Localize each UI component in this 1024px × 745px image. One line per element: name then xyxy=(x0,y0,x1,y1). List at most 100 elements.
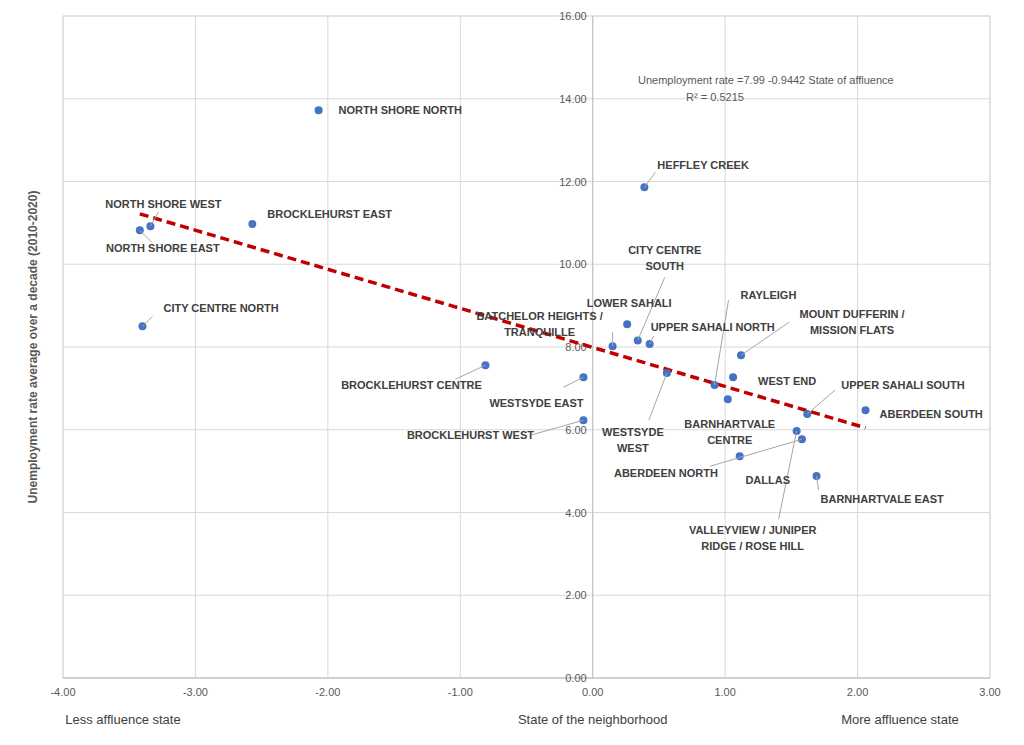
leader-line xyxy=(563,377,583,387)
point-label-line: BROCKLEHURST WEST xyxy=(407,429,534,441)
y-tick-label: 14.00 xyxy=(559,93,587,105)
x-tick-label: -4.00 xyxy=(50,686,75,698)
point xyxy=(248,220,256,228)
point-label: ABERDEEN SOUTH xyxy=(880,408,983,420)
y-grid-line xyxy=(63,512,990,513)
x-tick-label: 2.00 xyxy=(847,686,868,698)
point-label-line: TRANQUILLE xyxy=(504,326,575,338)
point-label-line: VALLEYVIEW / JUNIPER xyxy=(689,524,817,536)
x-tick-label: -3.00 xyxy=(183,686,208,698)
point-label-line: BROCKLEHURST EAST xyxy=(267,208,392,220)
point-label-line: DALLAS xyxy=(745,474,790,486)
point-label-line: BARNHARTVALE xyxy=(684,418,775,430)
point-label-line: BARNHARTVALE EAST xyxy=(821,493,945,505)
y-tick-label: 10.00 xyxy=(559,258,587,270)
y-grid-line xyxy=(63,264,990,265)
point-label-line: RAYLEIGH xyxy=(741,289,797,301)
point-label: LOWER SAHALI xyxy=(587,297,672,309)
point-label-line: BROCKLEHURST CENTRE xyxy=(341,379,482,391)
point-label-line: WESTSYDE xyxy=(602,426,664,438)
point-label-line: ABERDEEN NORTH xyxy=(614,467,718,479)
leader-line xyxy=(715,300,729,385)
point-label-line: RIDGE / ROSE HILL xyxy=(701,540,804,552)
point-label: BROCKLEHURST CENTRE xyxy=(341,379,482,391)
point-label-line: SOUTH xyxy=(645,260,684,272)
x-grid-line xyxy=(195,16,196,678)
point-label: CITY CENTRE SOUTH xyxy=(628,244,701,272)
point-label: UPPER SAHALI SOUTH xyxy=(841,379,965,391)
point xyxy=(862,406,870,414)
y-grid-line xyxy=(63,347,990,348)
x-tick-label: 1.00 xyxy=(714,686,735,698)
point-label-line: WEST END xyxy=(758,375,816,387)
y-axis-title: Unemployment rate average over a decade … xyxy=(26,191,40,504)
chart: 0.002.004.006.008.0010.0012.0014.0016.00… xyxy=(0,0,1024,745)
leader-line xyxy=(650,336,654,344)
point-label-line: UPPER SAHALI SOUTH xyxy=(841,379,965,391)
point-label: MOUNT DUFFERIN / MISSION FLATS xyxy=(799,308,904,336)
point-label-line: UPPER SAHALI NORTH xyxy=(651,321,775,333)
plot-data xyxy=(136,106,870,480)
point-label-line: CENTRE xyxy=(707,434,752,446)
point-label-line: HEFFLEY CREEK xyxy=(657,159,749,171)
x-grid-line xyxy=(725,16,726,678)
point-label-line: WESTSYDE EAST xyxy=(489,397,583,409)
x-axis-line xyxy=(63,678,990,679)
point-label-line: ABERDEEN SOUTH xyxy=(880,408,983,420)
equation: Unemployment rate =7.99 -0.9442 State of… xyxy=(638,74,894,86)
x-grid-line xyxy=(592,16,593,678)
leader-line xyxy=(649,373,667,420)
x-axis-left-label: Less affluence state xyxy=(65,712,180,727)
point-label-line: MISSION FLATS xyxy=(810,324,894,336)
point-label-line: BATCHELOR HEIGHTS / xyxy=(476,310,602,322)
x-tick-label: 3.00 xyxy=(979,686,1000,698)
point-label: UPPER SAHALI NORTH xyxy=(651,321,775,333)
x-grid-line xyxy=(327,16,328,678)
plot-frame xyxy=(63,16,990,678)
x-tick-label: 0.00 xyxy=(582,686,603,698)
leader-line xyxy=(612,332,613,346)
point-label: BROCKLEHURST EAST xyxy=(267,208,392,220)
point-label-line: LOWER SAHALI xyxy=(587,297,672,309)
point-label: RAYLEIGH xyxy=(741,289,797,301)
y-tick-label: 4.00 xyxy=(565,507,586,519)
point-label: BARNHARTVALE CENTRE xyxy=(684,418,775,446)
x-tick-label: -1.00 xyxy=(448,686,473,698)
x-tick-label: -2.00 xyxy=(315,686,340,698)
leader-line xyxy=(140,230,152,242)
point-label: DALLAS xyxy=(745,474,790,486)
x-axis-right-label: More affluence state xyxy=(841,712,959,727)
point-label: VALLEYVIEW / JUNIPER RIDGE / ROSE HILL xyxy=(689,524,817,552)
point-label-line: NORTH SHORE NORTH xyxy=(339,104,463,116)
point-label-line: CITY CENTRE xyxy=(628,244,701,256)
x-grid-line xyxy=(857,16,858,678)
grid xyxy=(63,16,990,678)
leader-line xyxy=(455,365,485,379)
y-tick-label: 2.00 xyxy=(565,589,586,601)
point-label: WESTSYDEWEST xyxy=(602,426,664,454)
point-label: BROCKLEHURST WEST xyxy=(407,429,534,441)
point-label: CITY CENTRE NORTH xyxy=(163,302,278,314)
point-label: WESTSYDE EAST xyxy=(489,397,583,409)
point-label: HEFFLEY CREEK xyxy=(657,159,749,171)
point-label-line: MOUNT DUFFERIN / xyxy=(799,308,904,320)
y-grid-line xyxy=(63,98,990,99)
point-label: BARNHARTVALE EAST xyxy=(821,493,945,505)
r-squared: R² = 0.5215 xyxy=(686,91,744,103)
point-label: NORTH SHORE EAST xyxy=(106,242,220,254)
point-label: BATCHELOR HEIGHTS / TRANQUILLE xyxy=(476,310,602,338)
leader-line xyxy=(817,476,819,490)
point xyxy=(729,373,737,381)
leader-line xyxy=(644,172,655,187)
y-grid-line xyxy=(63,595,990,596)
y-grid-line xyxy=(63,678,990,679)
y-tick-label: 0.00 xyxy=(565,672,586,684)
point-label-line: NORTH SHORE EAST xyxy=(106,242,220,254)
y-grid-line xyxy=(63,181,990,182)
leader-line xyxy=(150,212,158,226)
point-label-line: CITY CENTRE NORTH xyxy=(163,302,278,314)
point-label: NORTH SHORE NORTH xyxy=(339,104,463,116)
y-tick-label: 12.00 xyxy=(559,176,587,188)
point xyxy=(315,106,323,114)
point-label: NORTH SHORE WEST xyxy=(105,198,221,210)
